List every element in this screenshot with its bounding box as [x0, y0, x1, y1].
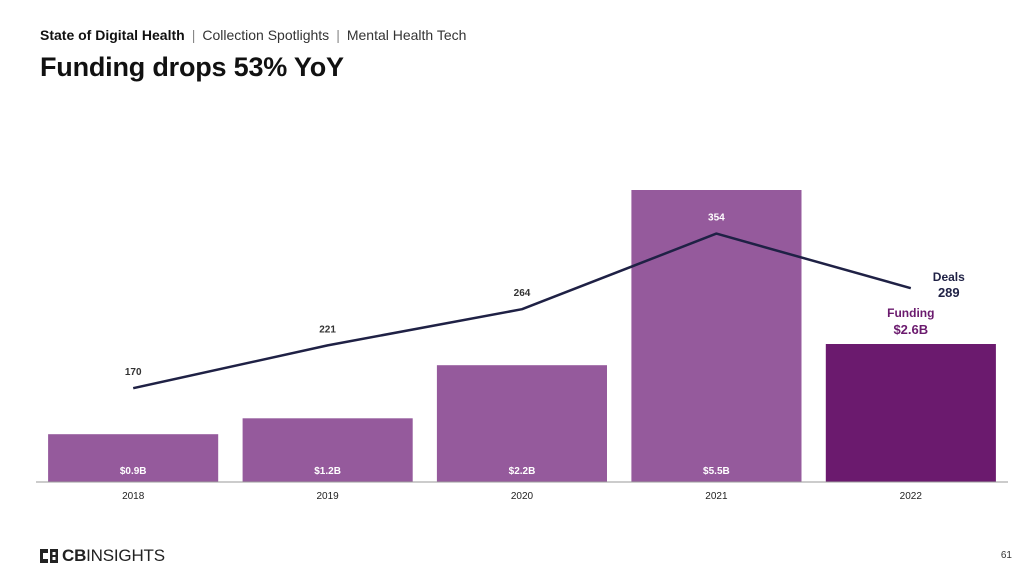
cb-logo-icon: [40, 549, 58, 563]
bar-2022: [825, 344, 996, 482]
x-tick-label: 2021: [705, 491, 728, 502]
breadcrumb-separator: |: [336, 27, 340, 43]
x-tick-label: 2022: [900, 491, 923, 502]
bar-2021: [631, 190, 802, 482]
line-layer: [132, 232, 912, 390]
bars-layer: [48, 190, 996, 482]
cb-insights-logo: CBINSIGHTS: [40, 546, 165, 566]
logo-text-strong: CB: [62, 546, 87, 565]
bar-2019: [242, 418, 413, 482]
bar-value-label: $1.2B: [314, 466, 341, 477]
deals-annotation-value: 289: [938, 285, 960, 300]
breadcrumb-collection: Collection Spotlights: [202, 27, 330, 43]
funding-annotation-label: Funding: [887, 306, 934, 320]
labels-layer: $0.9B 2018 $1.2B 2019 $2.2B 2020 $5.5B 2021 2022…: [120, 213, 965, 502]
bar-value-label: $2.2B: [509, 466, 536, 477]
deals-value-label: 170: [125, 367, 142, 378]
bar-2020: [436, 365, 607, 482]
bar-2018: [48, 434, 219, 482]
bar-value-label: $5.5B: [703, 466, 730, 477]
page-number: 61: [1000, 550, 1012, 561]
logo-text: CBINSIGHTS: [62, 546, 165, 566]
bar-value-label: $0.9B: [120, 466, 147, 477]
deals-value-label: 354: [708, 213, 725, 224]
deals-value-label: 264: [514, 288, 531, 299]
page-title: Funding drops 53% YoY: [40, 52, 344, 82]
breadcrumb-separator: |: [191, 27, 196, 43]
x-tick-label: 2020: [511, 491, 534, 502]
breadcrumb-section: State of Digital Health: [40, 27, 185, 43]
funding-annotation-value: $2.6B: [893, 322, 928, 337]
x-tick-label: 2019: [316, 491, 339, 502]
deals-line: [132, 232, 912, 390]
logo-text-rest: INSIGHTS: [86, 546, 165, 565]
x-tick-label: 2018: [122, 491, 145, 502]
breadcrumb-topic: Mental Health Tech: [346, 27, 467, 43]
deals-value-label: 221: [319, 324, 336, 335]
deals-annotation-label: Deals: [933, 270, 965, 284]
breadcrumb: State of Digital Health | Collection Spotl…: [40, 27, 466, 43]
